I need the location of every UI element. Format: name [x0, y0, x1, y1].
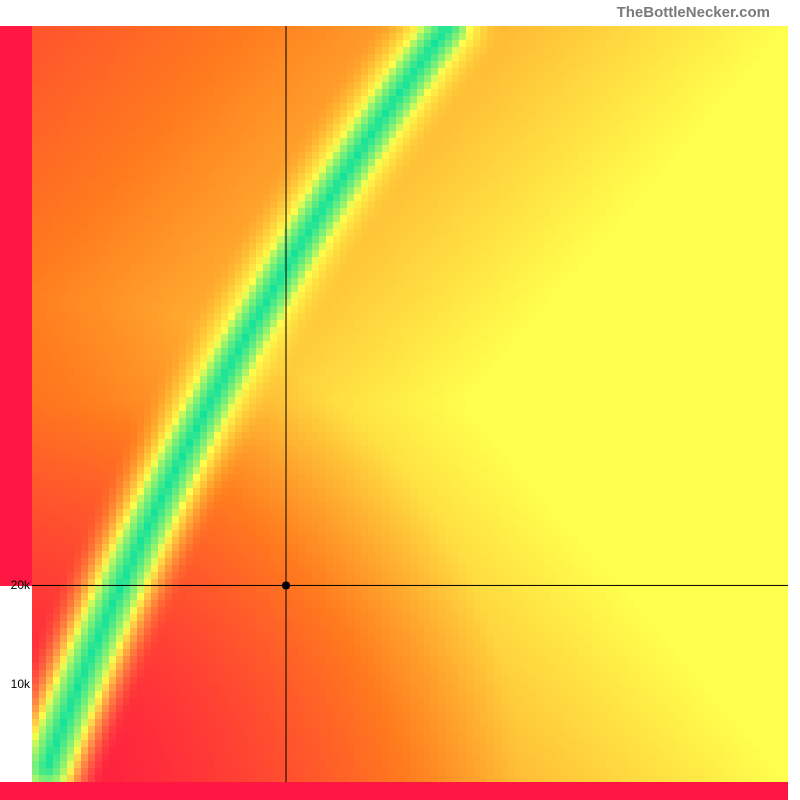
- watermark: TheBottleNecker.com: [617, 4, 770, 21]
- y-axis-label: 10k: [0, 677, 30, 691]
- axes-overlay: [0, 0, 800, 800]
- y-axis-label: 20k: [0, 578, 30, 592]
